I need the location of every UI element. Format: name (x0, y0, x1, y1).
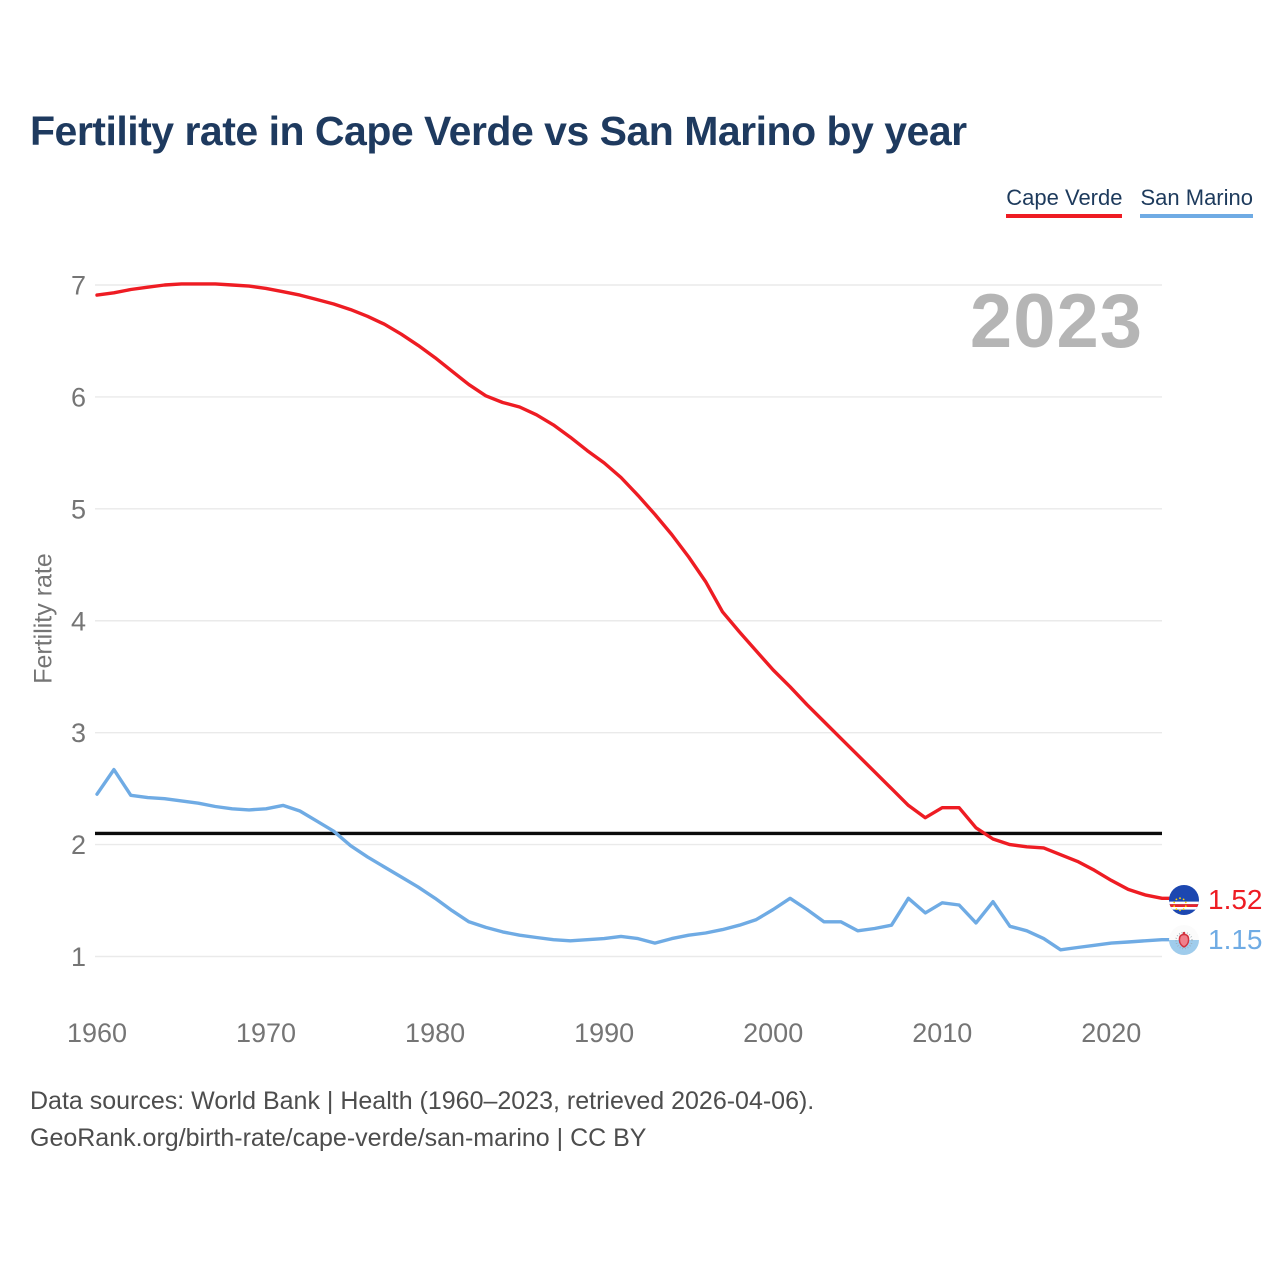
x-tick-label: 2010 (912, 1018, 972, 1048)
san-marino-end-label: 1.15 (1169, 924, 1263, 956)
chart-footer: Data sources: World Bank | Health (1960–… (30, 1083, 814, 1157)
y-tick-label: 2 (71, 830, 86, 860)
series-line-cape-verde (95, 282, 1173, 900)
x-tick-label: 1970 (236, 1018, 296, 1048)
y-tick-label: 3 (71, 718, 86, 748)
y-tick-label: 5 (71, 494, 86, 524)
x-tick-label: 1960 (67, 1018, 127, 1048)
page-title: Fertility rate in Cape Verde vs San Mari… (30, 108, 967, 154)
legend-item-cape-verde[interactable]: Cape Verde (1006, 185, 1123, 218)
x-tick-label: 2020 (1081, 1018, 1141, 1048)
footer-source-line: Data sources: World Bank | Health (1960–… (30, 1087, 815, 1115)
san-marino-flag-icon (1169, 925, 1199, 955)
san-marino-final-value: 1.15 (1208, 924, 1263, 955)
legend: Cape Verde San Marino (1006, 185, 1253, 218)
legend-item-san-marino[interactable]: San Marino (1140, 185, 1253, 218)
footer-url-line: GeoRank.org/birth-rate/cape-verde/san-ma… (30, 1124, 647, 1152)
x-tick-label: 1980 (405, 1018, 465, 1048)
y-tick-label: 6 (71, 382, 86, 412)
y-tick-label: 7 (71, 271, 86, 301)
cape-verde-final-value: 1.52 (1208, 884, 1263, 915)
y-tick-label: 1 (71, 942, 86, 972)
cape-verde-flag-icon (1169, 885, 1199, 915)
cape-verde-end-label: 1.52 (1169, 884, 1263, 916)
x-tick-label: 2000 (743, 1018, 803, 1048)
y-axis-title: Fertility rate (29, 553, 58, 684)
series-line-san-marino (95, 767, 1173, 952)
x-tick-label: 1990 (574, 1018, 634, 1048)
y-tick-label: 4 (71, 606, 86, 636)
